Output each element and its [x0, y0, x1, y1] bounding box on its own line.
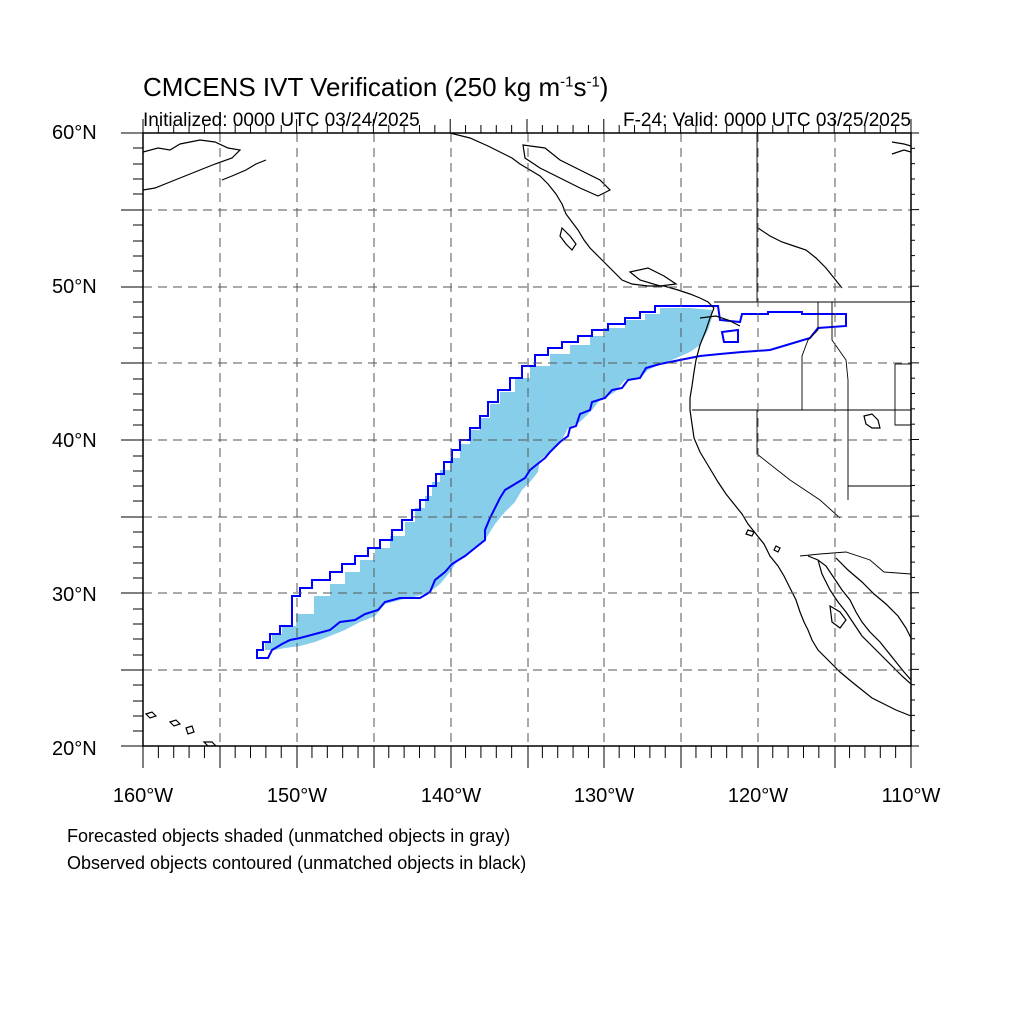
lat-label-60n: 60°N [52, 122, 97, 144]
political-boundaries [692, 133, 911, 575]
lat-label-30n: 30°N [52, 584, 97, 606]
lon-label-130w: 130°W [573, 785, 635, 807]
lon-label-140w: 140°W [420, 785, 482, 807]
lon-label-110w: 110°W [881, 785, 941, 807]
map-title: CMCENS IVT Verification (250 kg m-1s-1) [143, 72, 609, 102]
axis-ticks [121, 119, 919, 768]
lon-label-120w: 120°W [727, 785, 789, 807]
observed-ivt-contour [256, 305, 847, 659]
valid-time: F-24: Valid: 0000 UTC 03/25/2025 [623, 110, 911, 131]
observed-contour-hole [720, 328, 739, 343]
lat-label-40n: 40°N [52, 430, 97, 452]
lon-label-150w: 150°W [266, 785, 328, 807]
forecast-note: Forecasted objects shaded (unmatched obj… [67, 826, 511, 846]
lat-label-20n: 20°N [52, 738, 97, 760]
forecast-ivt-object [265, 308, 712, 650]
initialized-time: Initialized: 0000 UTC 03/24/2025 [143, 110, 420, 131]
lat-label-50n: 50°N [52, 276, 97, 298]
coastlines [143, 133, 911, 746]
lon-label-160w: 160°W [112, 785, 174, 807]
observed-note: Observed objects contoured (unmatched ob… [67, 853, 527, 873]
graticule-grid [143, 133, 911, 746]
